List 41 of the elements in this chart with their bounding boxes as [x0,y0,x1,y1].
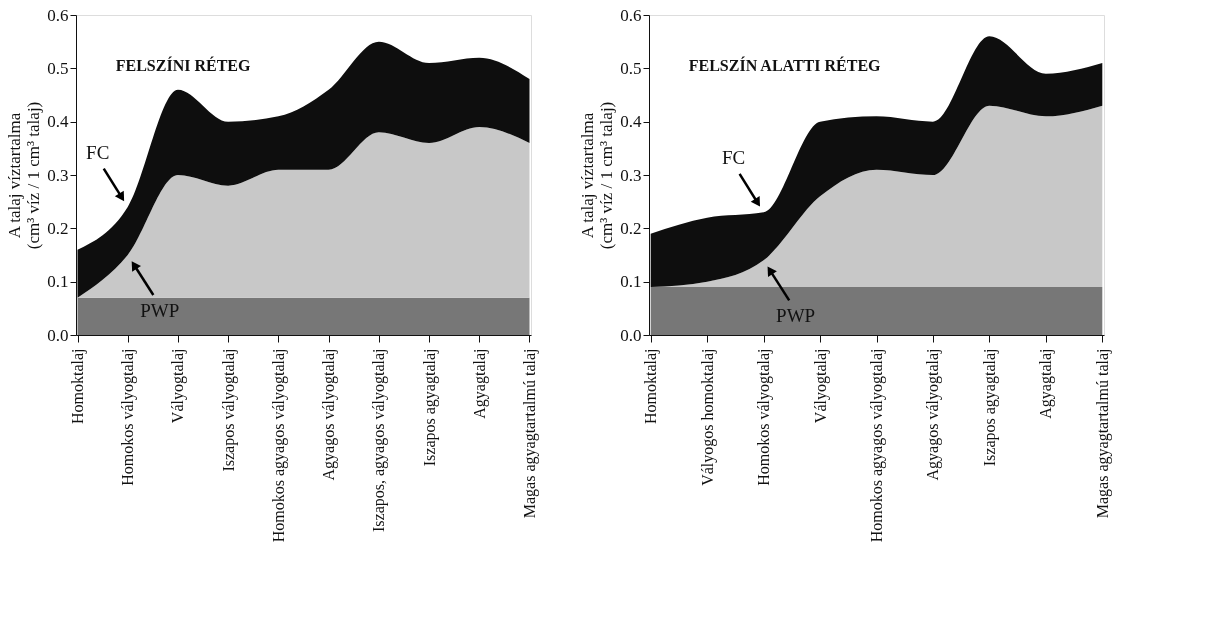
text: FELSZÍN ALATTI RÉTEG [688,56,882,74]
x-tick-label: Agyagos vályogtalaj [320,348,339,481]
y-tick-label: 0.0 [620,325,642,345]
x-tick-label: Homokos agyagos vályogtalaj [868,348,886,543]
annotation: FC [86,142,110,163]
y-tick-label: 0.5 [620,58,642,78]
annotation: PWP [140,300,180,321]
y-tick-label: 0.1 [47,272,69,292]
x-tick-label: Vályogtalaj [169,348,188,424]
y-tick-label: 0.3 [620,165,642,185]
y-tick-label: 0.6 [620,5,642,25]
x-tick-label: Vályogos homoktalaj [698,348,717,486]
x-tick-label: Agyagtalaj [1037,348,1056,419]
y-tick-label: 0.0 [47,325,69,345]
y-tick-label: 0.2 [47,218,69,238]
x-tick-label: Magas agyagtartalmú talaj [1093,348,1112,519]
x-tick-label: Homokos vályogtalaj [755,348,774,486]
text: FELSZÍNI RÉTEG [115,56,252,74]
y-tick-label: 0.6 [47,5,69,25]
y-tick-label: 0.4 [47,112,69,132]
x-tick-label: Iszapos agyagtalaj [980,348,999,467]
x-tick-label: Agyagos vályogtalaj [924,348,943,481]
y-axis-title: A talaj víztartalma (cm³ víz / 1 cm³ talaj) [5,101,44,250]
y-tick-label: 0.2 [620,218,642,238]
x-tick-label: Vályogtalaj [811,348,830,424]
annotation: FC [721,147,746,169]
x-tick-label: Homoktalaj [642,348,661,425]
y-tick-label: 0.4 [620,112,642,132]
x-tick-label: Magas agyagtartalmú talaj [520,348,539,519]
y-tick-label: 0.3 [47,165,69,185]
y-axis-title: A talaj víztartalma (cm³ víz / 1 cm³ talaj) [578,101,617,250]
x-tick-label: Homokos agyagos vályogtalaj [269,348,288,543]
x-tick-label: Iszapos agyagtalaj [420,348,439,467]
y-tick-label: 0.1 [620,272,642,292]
x-tick-label: Agyagtalaj [470,348,489,419]
y-tick-label: 0.5 [47,58,69,78]
annotation: PWP [776,305,816,327]
x-tick-label: Homokos vályogtalaj [119,348,138,486]
x-tick-label: Iszapos, agyagos vályogtalaj [370,348,389,532]
x-tick-label: Homoktalaj [69,348,88,425]
x-tick-label: Iszapos vályogtalaj [219,348,238,472]
